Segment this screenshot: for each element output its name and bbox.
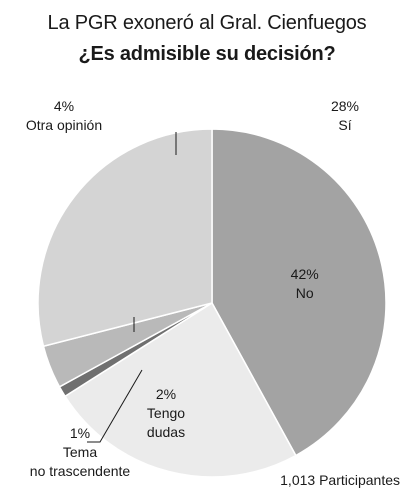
slice-percent: 42% [291, 266, 319, 282]
participants-footnote: 1,013 Participantes [280, 472, 400, 488]
slice-label-otra-opinion: 4% Otra opinión [26, 98, 102, 133]
slice-name: Otra opinión [26, 117, 102, 133]
slice-name: Tema [63, 444, 97, 460]
slice-label-tengo-dudas: 2% Tengo dudas [147, 386, 185, 440]
slice-name: Tengo [147, 405, 185, 421]
slice-percent: 28% [331, 98, 359, 114]
slice-label-no: 42% No [291, 266, 319, 301]
slice-name: Sí [338, 117, 351, 133]
slice-label-tema-no-trascendente: 1% Tema no trascendente [30, 425, 131, 479]
pie-slice-si [37, 128, 213, 348]
slice-name: No [296, 285, 314, 301]
slice-name: no trascendente [30, 463, 131, 479]
pie-slice-no [211, 128, 387, 457]
leader-line-tema-no-trascendente [87, 369, 143, 443]
slice-percent: 4% [54, 98, 74, 114]
slice-label-si: 28% Sí [331, 98, 359, 133]
slice-percent: 2% [156, 386, 176, 402]
slice-percent: 1% [70, 425, 90, 441]
chart-subtitle: ¿Es admisible su decisión? [78, 43, 336, 65]
pie-slice-tengo-dudas [64, 301, 297, 478]
slice-name: dudas [147, 424, 185, 440]
chart-title: La PGR exoneró al Gral. Cienfuegos [47, 12, 367, 34]
